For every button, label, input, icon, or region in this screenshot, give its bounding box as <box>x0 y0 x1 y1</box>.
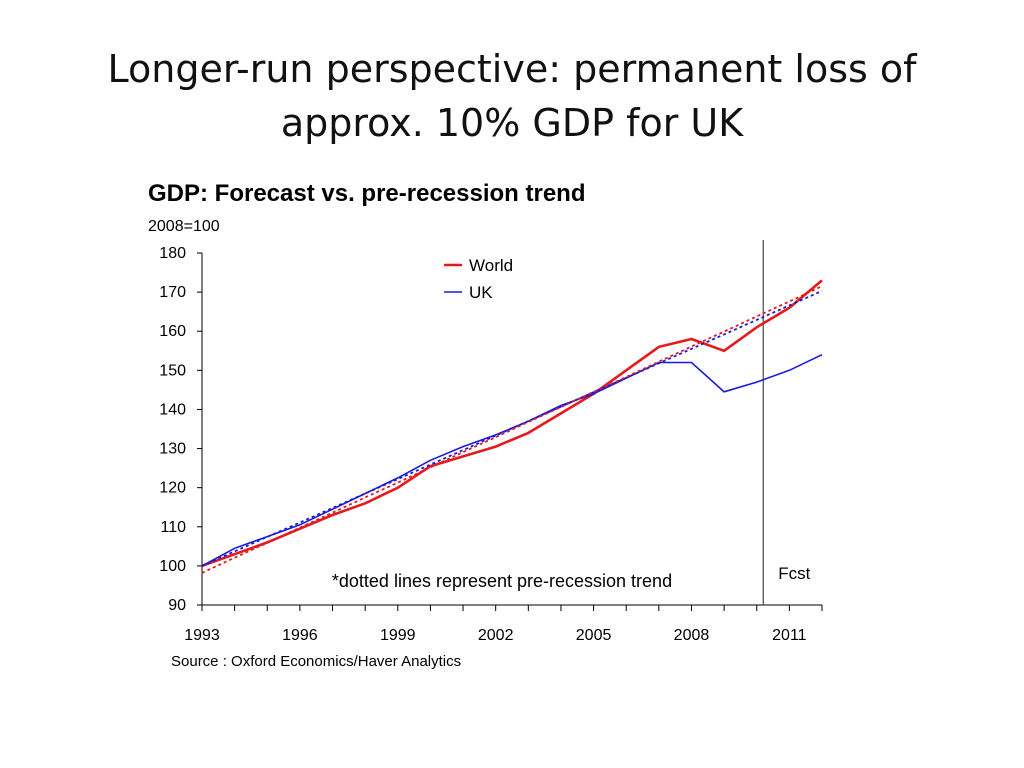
chart-series <box>201 279 823 574</box>
world-trend-line <box>201 285 823 574</box>
chart-axes: 90 100 110 120 130 140 150 160 170 180 1993 1996 199… <box>159 240 823 644</box>
x-tick-label: 2011 <box>772 627 807 644</box>
y-tick-label: 160 <box>159 323 186 340</box>
y-tick-label: 130 <box>159 441 186 458</box>
trend-note: *dotted lines represent pre-recession tr… <box>332 571 672 591</box>
y-tick-label: 170 <box>159 284 186 301</box>
slide-title: Longer-run perspective: permanent loss o… <box>60 42 964 150</box>
y-tick-label: 120 <box>159 480 186 497</box>
uk-trend-line <box>201 290 823 567</box>
legend-label-world: World <box>469 256 513 275</box>
x-tick-label: 1999 <box>380 627 416 644</box>
y-tick-label: 140 <box>159 401 186 418</box>
y-tick-label: 150 <box>159 362 186 379</box>
chart-title: GDP: Forecast vs. pre-recession trend <box>148 180 586 207</box>
chart-unit-label: 2008=100 <box>148 218 220 235</box>
x-tick-label: 1993 <box>184 627 220 644</box>
x-tick-label: 1996 <box>282 627 318 644</box>
legend-label-uk: UK <box>469 283 493 302</box>
x-tick-label: 2005 <box>576 627 612 644</box>
slide-title-line-1: Longer-run perspective: permanent loss o… <box>107 47 917 91</box>
y-tick-label: 100 <box>159 558 186 575</box>
y-tick-label: 110 <box>160 519 186 536</box>
chart-legend: World UK <box>444 256 513 302</box>
y-tick-label: 180 <box>159 245 186 262</box>
uk-series-line <box>201 353 823 567</box>
y-tick-label: 90 <box>168 597 186 614</box>
forecast-label: Fcst <box>778 564 810 583</box>
world-series-line <box>201 279 823 568</box>
x-tick-label: 2008 <box>674 627 710 644</box>
x-tick-label: 2002 <box>478 627 514 644</box>
chart-source: Source : Oxford Economics/Haver Analytic… <box>171 653 462 670</box>
slide-title-line-2: approx. 10% GDP for UK <box>280 101 744 145</box>
